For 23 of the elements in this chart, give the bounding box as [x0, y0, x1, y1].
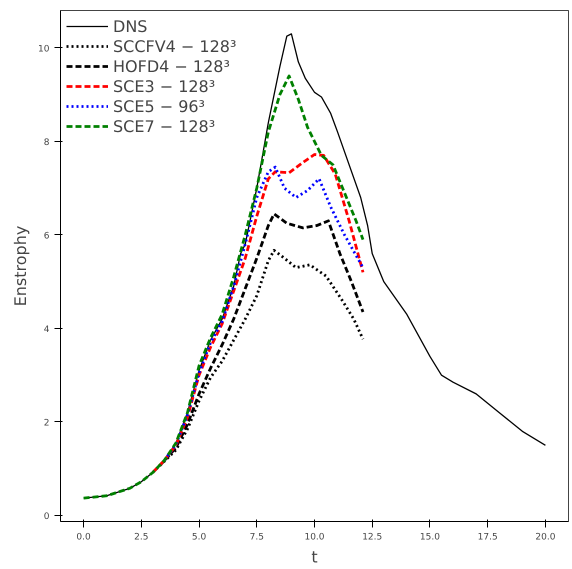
- x-tick-label: 17.5: [478, 532, 498, 542]
- x-tick-label: 0.0: [76, 532, 92, 542]
- y-tick-label: 8: [44, 138, 50, 148]
- x-tick-label: 2.5: [134, 532, 148, 542]
- legend-label: HOFD4 − 128³: [113, 56, 230, 76]
- y-tick-label: 2: [44, 418, 50, 428]
- legend-label: SCE5 − 96³: [113, 96, 205, 116]
- x-tick-label: 15.0: [420, 532, 440, 542]
- y-tick-label: 4: [44, 324, 50, 335]
- x-axis-title: t: [311, 548, 318, 566]
- x-tick-label: 5.0: [192, 532, 206, 542]
- x-tick-label: 7.5: [250, 532, 264, 542]
- y-tick-label: 6: [44, 231, 50, 242]
- x-tick-label: 12.5: [362, 532, 382, 542]
- x-tick-label: 20.0: [535, 532, 556, 542]
- legend-label: SCE3 − 128³: [113, 76, 216, 96]
- legend-label: SCCFV4 − 128³: [113, 36, 236, 56]
- y-axis-title: Enstrophy: [11, 226, 30, 306]
- legend-label: SCE7 − 128³: [113, 116, 216, 136]
- legend-label: DNS: [113, 16, 148, 36]
- y-tick-label: 10: [38, 44, 50, 54]
- x-tick-label: 10.0: [304, 532, 325, 542]
- y-tick-label: 0: [44, 512, 50, 522]
